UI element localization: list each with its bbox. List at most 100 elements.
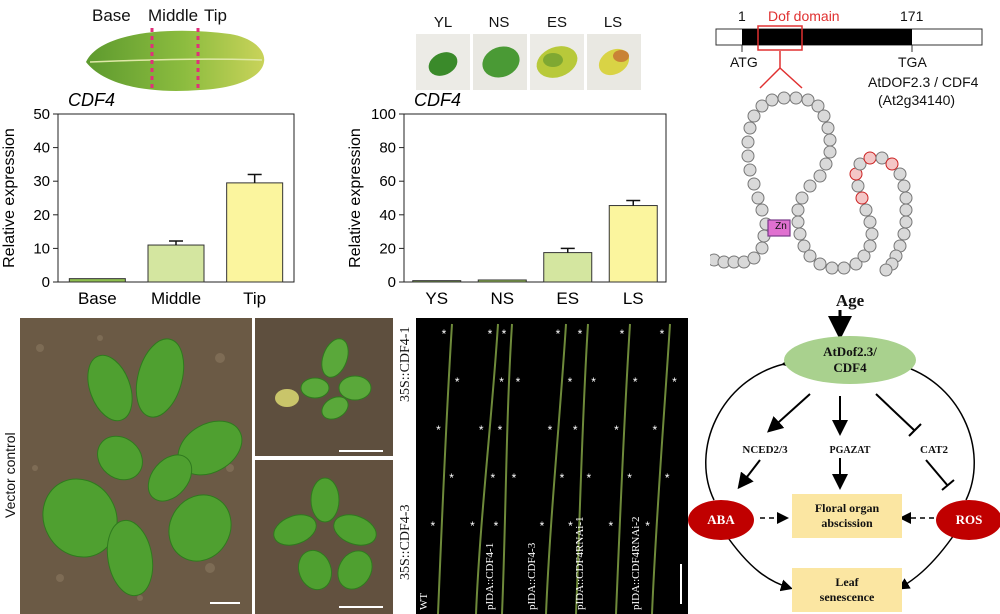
abscission-asterisk: *: [490, 471, 495, 485]
amino-acid-bead: [823, 133, 837, 147]
chart2-ylabel: Relative expression: [347, 128, 364, 268]
chart1-ytick-label: 10: [33, 240, 50, 257]
leaf-stage-thumbnails: [416, 34, 641, 90]
amino-acid-bead: [755, 99, 769, 113]
oe-line-1-label: 35S::CDF4-1: [398, 326, 413, 402]
chart-cdf4-leaf-stages: CDF4 Relative expression 0 20 40 60 80 100 YS NS E…: [347, 90, 667, 308]
amino-acid-bead: [791, 215, 805, 229]
abscission-asterisk: *: [449, 471, 454, 485]
rnai-line-2-label: pIDA::CDF4RNAi-2: [630, 516, 642, 610]
chart2-xtick-label: LS: [623, 289, 644, 308]
stem-2: [475, 323, 499, 614]
amino-acid-bead: [899, 215, 913, 229]
amino-acid-bead: [793, 227, 807, 241]
amino-acid-bead: [795, 191, 809, 205]
chart1-xtick-label: Tip: [243, 289, 266, 308]
abscission-asterisk: *: [633, 375, 638, 389]
amino-acid-bead: [791, 203, 805, 217]
chart2-bar-es: [543, 252, 593, 283]
amino-acid-bead: [863, 151, 877, 165]
abscission-asterisk: *: [645, 519, 650, 533]
pgazat-node: PGAZAT: [829, 444, 871, 456]
stage-label-yl: YL: [433, 14, 453, 31]
amino-acid-bead: [823, 145, 837, 159]
floral-abscission-line1: Floral organ: [814, 501, 880, 515]
pathway-arrows: [705, 310, 975, 592]
leaf-zone-tip-label: Tip: [204, 6, 227, 25]
rnai-line-1-label: pIDA::CDF4RNAi-1: [574, 516, 586, 610]
leaf-senescence-line2: senescence: [819, 590, 875, 604]
oe-line-3-label: 35S::CDF4-3: [398, 504, 413, 580]
amino-acid-bead: [879, 263, 893, 277]
chart1-title: CDF4: [68, 90, 115, 110]
floral-abscission-line2: abscission: [821, 516, 873, 530]
abscission-asterisk: *: [512, 471, 517, 485]
age-node: Age: [835, 291, 865, 310]
amino-acid-bead: [849, 257, 863, 271]
stage-label-ns: NS: [488, 14, 510, 31]
abscission-asterisk: *: [620, 327, 625, 341]
chart1-ytick-label: 40: [33, 140, 50, 157]
cdf4-hub-line2: CDF4: [833, 360, 867, 375]
chart1-ytick-label: 30: [33, 173, 50, 190]
aba-node: ABA: [688, 500, 754, 540]
leaf-senescence-line1: Leaf: [835, 575, 859, 589]
abscission-asterisk: *: [436, 423, 441, 437]
abscission-asterisk: *: [556, 327, 561, 341]
stem-7: [651, 323, 671, 614]
chart1-ytick-label: 50: [33, 106, 50, 123]
amino-acid-bead: [755, 241, 769, 255]
amino-acid-bead: [803, 249, 817, 263]
chart1-ytick-label: 0: [42, 274, 50, 291]
gene-end-position: 171: [900, 8, 924, 24]
abscission-asterisk: *: [479, 423, 484, 437]
gene-start-position: 1: [738, 8, 746, 24]
chart-cdf4-leaf-zones: CDF4 Relative expression 0 10 20 30 40 50 Base Mi…: [1, 90, 295, 308]
amino-acid-bead: [899, 191, 913, 205]
amino-acid-bead: [863, 215, 877, 229]
amino-acid-bead: [863, 239, 877, 253]
amino-acid-bead: [743, 163, 757, 177]
leaf-zone-middle-label: Middle: [148, 6, 199, 25]
chart2-bar-ys: [412, 280, 462, 283]
abscission-asterisk: *: [498, 423, 503, 437]
stage-label-es: ES: [546, 14, 567, 31]
floral-abscission-node: Floral organ abscission: [792, 494, 902, 538]
chart1-bar-base: [68, 278, 126, 283]
chart1-bar-middle: [147, 244, 205, 283]
abscission-asterisk: *: [573, 423, 578, 437]
abscission-asterisk: *: [430, 519, 435, 533]
pida-line-1-label: pIDA::CDF4-1: [484, 542, 496, 610]
chart2-ytick-label: 20: [379, 240, 396, 257]
chart1-xtick-label: Base: [78, 289, 117, 308]
amino-acid-bead: [859, 203, 873, 217]
stem-6: [615, 323, 631, 614]
amino-acid-bead: [741, 149, 755, 163]
abscission-asterisk: *: [591, 375, 596, 389]
amino-acid-bead: [797, 239, 811, 253]
abscission-asterisk: *: [672, 375, 677, 389]
abscission-asterisk: *: [568, 519, 573, 533]
amino-acid-bead: [865, 227, 879, 241]
amino-acid-bead: [897, 179, 911, 193]
chart2-ytick-label: 0: [388, 274, 396, 291]
nced-node: NCED2/3: [742, 444, 788, 456]
amino-acid-bead: [777, 91, 791, 105]
amino-acid-bead: [747, 177, 761, 191]
amino-acid-bead: [853, 157, 867, 171]
amino-acid-bead: [897, 227, 911, 241]
abscission-asterisk: *: [516, 375, 521, 389]
dof-domain-label: Dof domain: [768, 8, 840, 24]
stem-3: [501, 323, 513, 614]
abscission-asterisk: *: [652, 423, 657, 437]
chart2-bar-ns: [477, 279, 527, 283]
chart2-bar-ls: [608, 205, 658, 283]
gene-name-label: AtDOF2.3 / CDF4: [868, 74, 979, 90]
abscission-asterisk: *: [568, 375, 573, 389]
stem-1: [437, 323, 453, 614]
chart2-title: CDF4: [414, 90, 461, 110]
amino-acid-bead: [857, 249, 871, 263]
amino-acid-bead: [803, 179, 817, 193]
amino-acid-bead: [741, 135, 755, 149]
amino-acid-bead: [825, 261, 839, 275]
